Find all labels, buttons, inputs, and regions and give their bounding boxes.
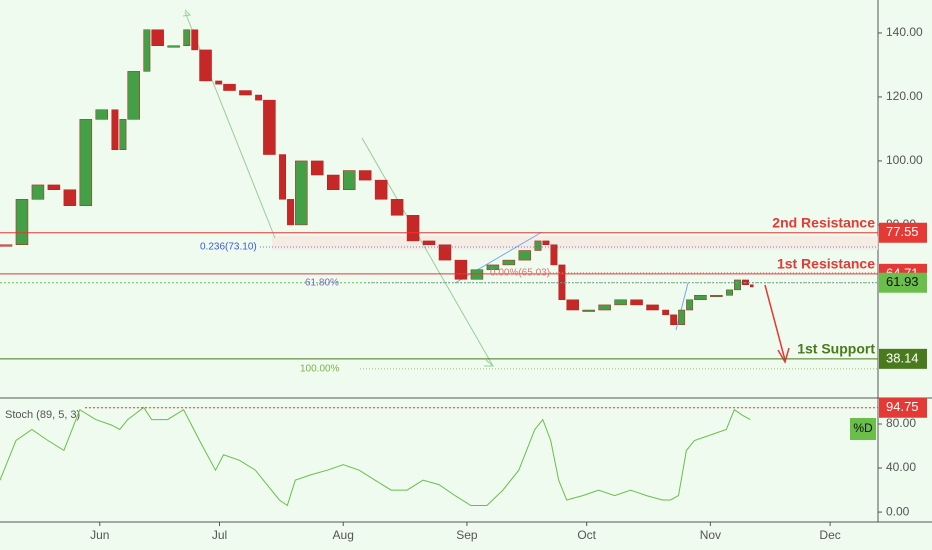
candle-body: [750, 284, 754, 288]
candle-body: [710, 295, 723, 298]
candle-body: [111, 109, 119, 150]
candle-body: [390, 199, 404, 216]
candle-body: [191, 29, 199, 51]
y2-tick-label: 40.00: [886, 460, 916, 474]
candle-body: [694, 295, 707, 301]
y2-tick-label: 0.00: [886, 504, 910, 518]
candle-body: [239, 90, 252, 96]
price-label-box: [879, 272, 927, 293]
candle-body: [502, 259, 516, 266]
candle-body: [263, 99, 276, 155]
y-tick-label: 140.00: [886, 25, 923, 39]
candle-body: [726, 289, 733, 296]
trend-arrow: [454, 231, 543, 284]
candle-body: [422, 240, 436, 246]
candle-body: [406, 215, 420, 242]
stoch-legend-box: [850, 418, 876, 440]
candle-body: [358, 170, 372, 181]
x-tick-label: Sep: [456, 528, 478, 542]
x-tick-label: Jun: [90, 528, 109, 542]
candle-body: [223, 83, 236, 91]
fib-label: 100.00%: [300, 364, 340, 375]
y2-tick-label: 80.00: [886, 416, 916, 430]
fib-label: 61.80%: [305, 277, 339, 288]
candle-body: [327, 174, 340, 190]
candle-body: [438, 244, 452, 261]
x-tick-label: Oct: [577, 528, 596, 542]
arrow-head: [777, 347, 790, 364]
candle-body: [183, 29, 191, 47]
candle-body: [662, 309, 670, 316]
candle-body: [670, 314, 678, 325]
fib-label: 0.236(73.10): [200, 242, 257, 253]
candle-body: [15, 199, 29, 246]
candle-body: [143, 29, 151, 72]
candle-body: [47, 184, 61, 190]
candle-body: [295, 160, 308, 226]
candle-body: [0, 244, 13, 247]
candle-body: [119, 119, 127, 150]
candle-body: [582, 309, 595, 312]
candle-body: [542, 240, 550, 246]
candle-body: [342, 170, 356, 190]
price-label: 77.55: [886, 224, 919, 239]
candle-body: [454, 259, 468, 280]
stoch-legend-label: %D: [853, 421, 873, 435]
x-tick-label: Aug: [333, 528, 354, 542]
y-tick-label: 100.00: [886, 153, 923, 167]
candle-body: [31, 184, 45, 200]
stoch-level-label: 94.75: [886, 399, 919, 414]
arrow-head: [182, 9, 192, 17]
candle-body: [630, 299, 643, 306]
candle-body: [566, 299, 579, 311]
resistance-zone: [272, 236, 878, 250]
price-label-box: [879, 222, 927, 243]
candle-body: [311, 160, 324, 176]
candle-body: [550, 244, 558, 266]
candle-body: [534, 240, 542, 251]
level-label: 1st Resistance: [777, 256, 875, 272]
candle-body: [255, 94, 263, 101]
x-tick-label: Jul: [212, 528, 227, 542]
stoch-legend: Stoch (89, 5, 3): [5, 409, 80, 421]
y-tick-label: 120.00: [886, 89, 923, 103]
candle-body: [686, 299, 694, 311]
candle-body: [215, 80, 223, 85]
price-label-box: [879, 348, 927, 369]
price-label: 38.14: [886, 350, 919, 365]
candle-body: [127, 71, 140, 120]
candle-body: [287, 199, 294, 226]
trend-arrow: [675, 282, 689, 331]
candle-body: [598, 304, 611, 311]
candle-body: [199, 49, 212, 82]
candle-body: [151, 29, 164, 47]
candle-body: [614, 299, 627, 306]
candle-body: [63, 189, 77, 206]
candle-body: [678, 309, 686, 325]
candle-body: [167, 45, 180, 48]
fib-label: 0.00%(65.03): [490, 267, 550, 278]
candle-body: [646, 304, 659, 311]
level-label: 2nd Resistance: [772, 214, 875, 230]
level-label: 1st Support: [797, 341, 875, 357]
candle-body: [95, 109, 109, 120]
stoch-line: [0, 406, 751, 507]
candle-body: [734, 279, 741, 291]
trend-arrow: [361, 137, 494, 367]
candle-body: [79, 119, 93, 206]
drawings: [182, 9, 790, 367]
arrow-head: [484, 359, 495, 367]
projection-arrow: [764, 284, 786, 361]
price-label: 61.93: [886, 274, 919, 289]
candle-body: [374, 179, 388, 200]
stoch-level-box: [879, 397, 927, 418]
x-tick-label: Dec: [819, 528, 840, 542]
candle-body: [518, 250, 532, 261]
x-tick-label: Nov: [700, 528, 721, 542]
candle-body: [279, 154, 286, 200]
candle-body: [470, 269, 484, 280]
candle-body: [486, 264, 500, 270]
